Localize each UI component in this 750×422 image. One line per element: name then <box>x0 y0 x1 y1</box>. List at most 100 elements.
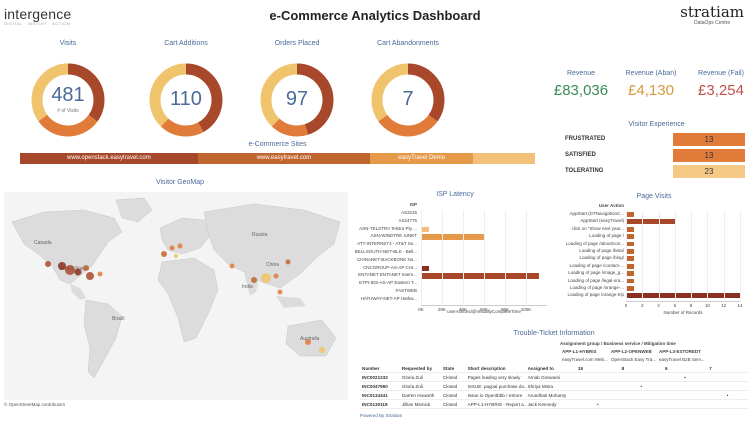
ticket-cell <box>662 399 708 409</box>
donut-segment[interactable] <box>149 63 223 137</box>
chart-tick-label: 8 <box>689 302 693 308</box>
chart-row-label: ENTANET ENTANET Intern... <box>358 272 417 278</box>
donut-value: 97 <box>285 88 309 110</box>
donut-value: 7 <box>402 88 414 110</box>
map-attribution: © OpenStreetMap contributors <box>4 402 66 407</box>
chart-bar[interactable] <box>626 226 635 232</box>
site-segment[interactable]: easyTravel Demo <box>370 153 474 164</box>
donut-segment[interactable] <box>149 63 223 137</box>
ticket-cell: INC0047950 <box>360 381 400 391</box>
ticket-cell <box>662 381 708 391</box>
tickets-column-header: 6 <box>662 364 708 373</box>
chart-tick-label: 60K <box>479 306 488 312</box>
chart-row-label: FASTWEB <box>395 288 417 293</box>
donut-segment[interactable] <box>31 63 105 137</box>
ticket-row[interactable]: INC0047950 Gloria Zuli Closed ISSUE: paypal… <box>360 381 748 391</box>
chart-bar[interactable] <box>421 265 430 271</box>
donut-segment[interactable] <box>31 63 105 137</box>
footer-text: Powered By Stratiam <box>360 413 403 418</box>
tickets-column-header: 8 <box>619 364 663 373</box>
ticket-row[interactable]: INC0130118 Jillian Minnick Closed APP-L1-HY… <box>360 399 748 409</box>
ticket-cell <box>619 372 663 382</box>
visitor-bubbles[interactable] <box>45 243 325 354</box>
ticket-group-header: APP-L2-OPENWEB <box>611 349 652 354</box>
revenue-value: £3,254 <box>698 82 744 99</box>
chart-row-label: CHINANET-BACKBONE No... <box>356 256 417 262</box>
donut-label: Cart Abandonments <box>377 40 439 47</box>
chart-axis-header: ISP <box>409 202 417 207</box>
ticket-service-header: easyTravel B2B Serv... <box>659 357 705 362</box>
ticket-cell <box>575 372 620 382</box>
site-segment[interactable]: www.openstack.easytravel.com <box>20 153 198 164</box>
ticket-cell: Closed <box>440 372 466 382</box>
chart-gridline <box>505 210 506 304</box>
ticket-cell: • <box>575 399 620 409</box>
chart-bar[interactable] <box>626 293 740 299</box>
chart-tick-label: 0 <box>624 302 628 308</box>
chart-tick-label: 6 <box>673 302 677 308</box>
donut-chart[interactable] <box>148 62 224 138</box>
ticket-cell: INC0021232 <box>360 372 400 382</box>
chart-row-label: ASN-WINDTRE IUNET <box>370 233 418 239</box>
chart-bar[interactable] <box>421 226 430 232</box>
chart-gridline <box>723 211 725 300</box>
experience-row[interactable]: SATISFIED 13 <box>565 149 748 162</box>
ticket-cell: Jack Kennedy <box>525 399 576 409</box>
experience-row[interactable]: FRUSTRATED 13 <box>565 133 748 146</box>
ticket-cell: Closed <box>440 381 466 391</box>
ticket-cell: APP-L1-HYBRIS - Report a... <box>465 399 526 409</box>
donut-sublabel: # of Visits <box>57 108 79 114</box>
donut-chart[interactable] <box>370 62 446 138</box>
chart-row-label: CNCGROUP-AS-AP CHI... <box>363 264 417 270</box>
chart-bar[interactable] <box>626 212 635 217</box>
ticket-cell <box>575 390 620 400</box>
ticket-group-header: APP-L3-ESTOREDT <box>659 349 701 354</box>
ticket-cell <box>707 381 748 391</box>
ticket-cell: • <box>619 381 663 391</box>
ticket-row[interactable]: INC0134341 Darren Howarth Closed Issue in O… <box>360 390 748 400</box>
donut-chart[interactable] <box>30 62 106 138</box>
donut-segment[interactable] <box>260 63 334 137</box>
site-segment[interactable] <box>473 153 535 164</box>
chart-bar[interactable] <box>626 278 635 284</box>
chart-bar[interactable] <box>626 263 635 269</box>
tickets-column-header[interactable]: Assigned to <box>525 364 576 373</box>
revenue-value: £83,036 <box>553 82 609 99</box>
ticket-cell: Jillian Minnick <box>399 399 441 409</box>
tickets-column-header[interactable]: Number <box>360 364 400 373</box>
experience-row[interactable]: TOLERATING 23 <box>565 165 748 178</box>
chart-bar[interactable] <box>626 249 635 254</box>
tickets-column-header[interactable]: Short description <box>465 364 526 373</box>
donut-chart[interactable] <box>259 62 335 138</box>
ticket-cell <box>619 399 663 409</box>
tickets-column-header[interactable]: Requested by <box>399 364 441 373</box>
tickets-title: Trouble-Ticket Information <box>513 330 595 337</box>
chart-bar[interactable] <box>626 271 635 277</box>
chart-row-label: Loading of page /image_g... <box>568 270 624 276</box>
tickets-column-header[interactable]: State <box>440 364 466 373</box>
ticket-cell: • <box>662 372 708 382</box>
chart-gridline <box>463 210 464 304</box>
chart-row-label: ETPI-IDS-AS-AP Eastern T... <box>359 280 417 286</box>
world-map[interactable]: Canada United States Brazil Russia China… <box>4 192 348 400</box>
chart-bar[interactable] <box>626 256 635 262</box>
chart-gridline <box>626 211 627 300</box>
donut-segment[interactable] <box>371 63 445 137</box>
chart-bar[interactable] <box>626 286 635 291</box>
donut-segment[interactable] <box>371 63 445 137</box>
chart-bar[interactable] <box>626 219 675 225</box>
chart-row-label: Loading of page /about/con... <box>565 240 624 246</box>
chart-bar[interactable] <box>421 234 484 240</box>
chart-bar[interactable] <box>626 234 635 240</box>
chart-bar[interactable] <box>421 273 539 279</box>
site-segment[interactable]: www.easytravel.com <box>197 153 371 164</box>
sites-bar[interactable]: www.openstack.easytravel.com www.easytrav… <box>20 153 535 164</box>
ticket-cell: Issue in Opentbbb / eStore <box>465 390 526 400</box>
map-label-india: India <box>242 284 253 290</box>
donut-segment[interactable] <box>260 63 334 137</box>
chart-bar[interactable] <box>626 241 635 247</box>
page-title: e-Commerce Analytics Dashboard <box>269 8 481 23</box>
tickets-header-row: Number Requested by State Short description… <box>360 364 748 373</box>
ticket-row[interactable]: INC0021232 Gloria Zuli Closed Pages loading… <box>360 372 748 382</box>
ticket-cell: Darren Howarth <box>399 390 441 400</box>
